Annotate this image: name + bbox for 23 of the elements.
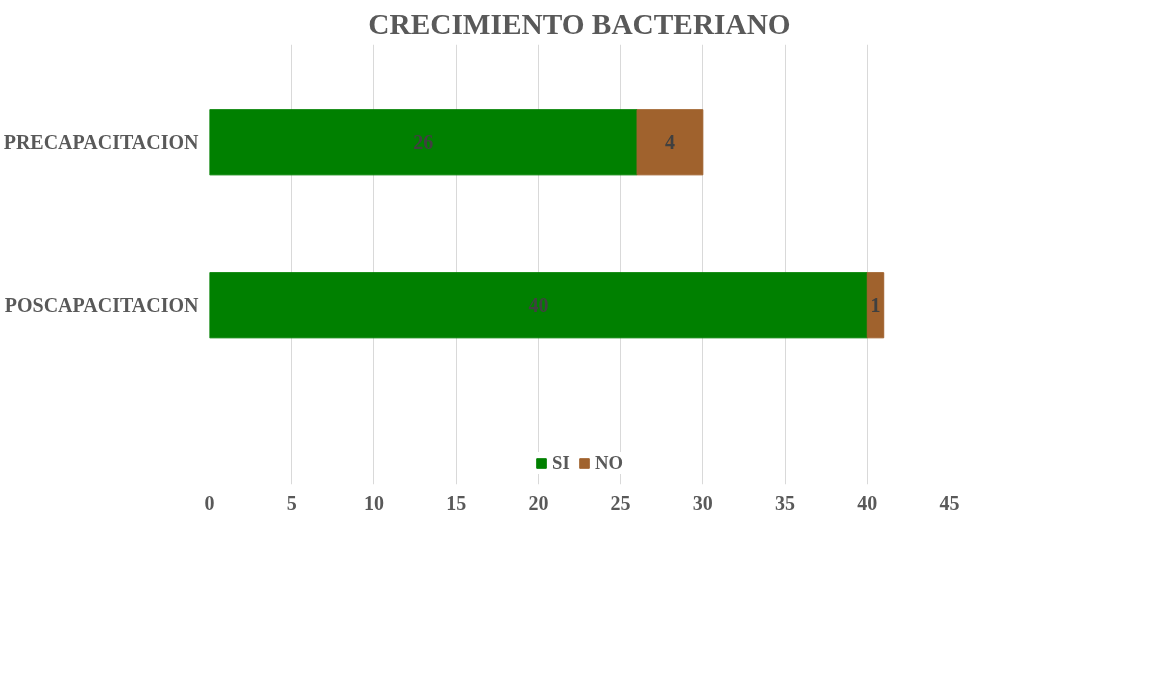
data-label: 26 <box>413 131 434 154</box>
x-tick-label: 10 <box>363 491 384 514</box>
data-label: 1 <box>870 294 881 317</box>
x-tick-label: 5 <box>286 491 297 514</box>
x-tick-label: 30 <box>692 491 713 514</box>
bar <box>866 272 885 339</box>
x-tick-label: 45 <box>939 491 960 514</box>
legend-label: NO <box>595 452 623 474</box>
data-label: 4 <box>664 131 675 154</box>
bar <box>209 272 868 339</box>
x-tick-label: 25 <box>610 491 631 514</box>
x-tick-label: 0 <box>204 491 215 514</box>
data-label: 40 <box>528 294 549 317</box>
x-tick-label: 15 <box>446 491 467 514</box>
y-tick-label: POSCAPACITACION <box>4 294 200 317</box>
x-tick-label: 20 <box>528 491 549 514</box>
bar <box>209 109 638 176</box>
x-tick-label: 35 <box>775 491 796 514</box>
y-tick-label: PRECAPACITACION <box>3 131 200 154</box>
chart-title: CRECIMIENTO BACTERIANO <box>368 7 791 40</box>
x-tick-label: 40 <box>857 491 878 514</box>
bar <box>636 109 704 176</box>
legend-label: SI <box>552 452 571 474</box>
